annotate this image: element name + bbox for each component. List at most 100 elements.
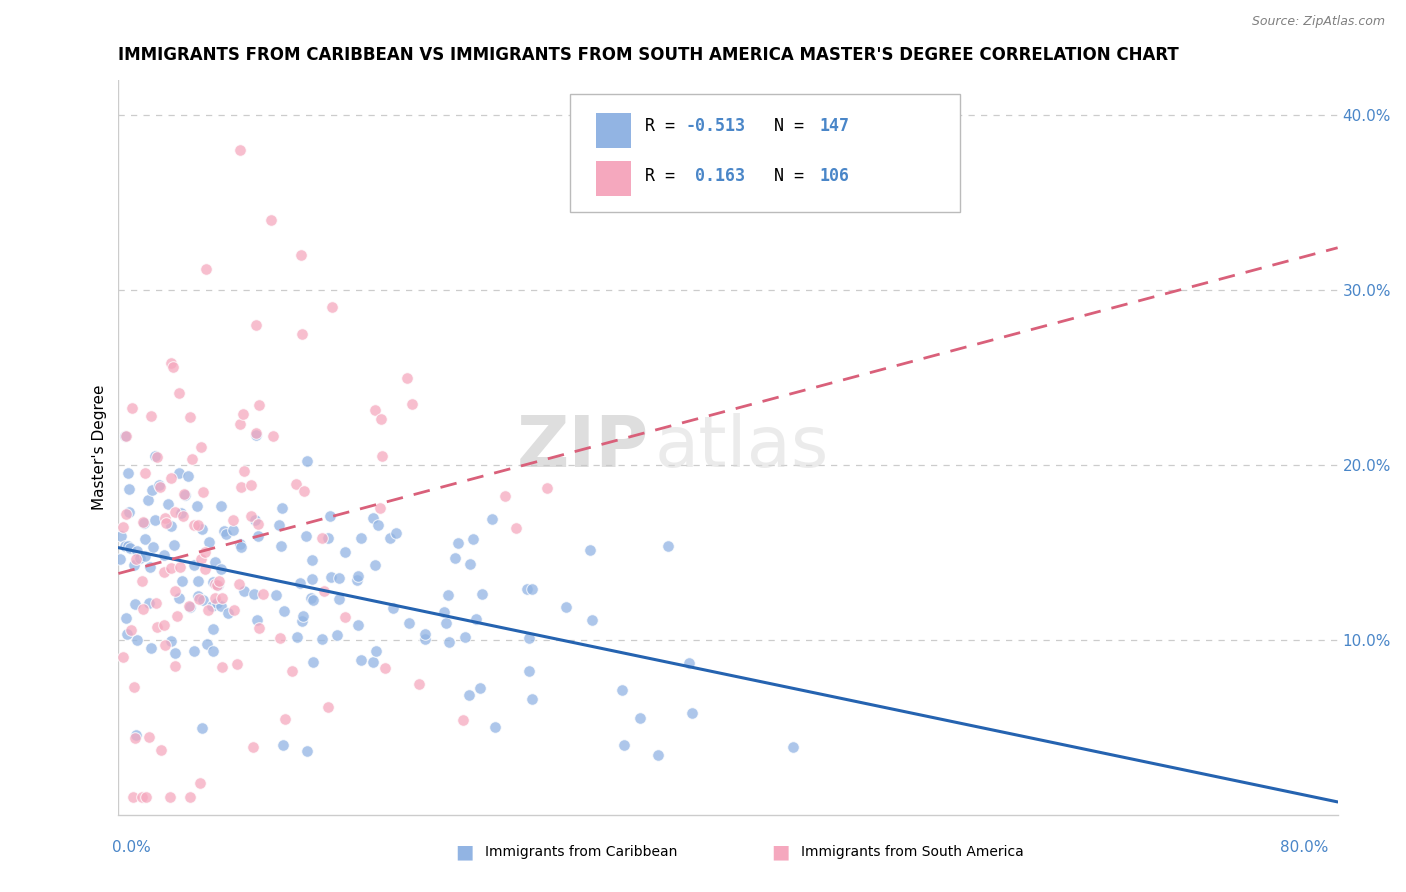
Point xyxy=(232,583,254,598)
Point xyxy=(136,493,159,508)
Point xyxy=(443,551,465,566)
Point xyxy=(155,516,177,530)
Point xyxy=(554,600,576,615)
Point xyxy=(295,454,318,468)
Point xyxy=(233,464,256,478)
Point xyxy=(361,510,384,524)
Point xyxy=(231,407,253,421)
Point xyxy=(347,618,370,632)
Text: Immigrants from Caribbean: Immigrants from Caribbean xyxy=(485,845,678,859)
Point xyxy=(122,558,145,573)
Point xyxy=(131,790,153,805)
Point xyxy=(229,143,252,157)
Point xyxy=(291,327,314,342)
Point xyxy=(160,633,183,648)
Point xyxy=(117,505,139,519)
Point xyxy=(295,744,318,758)
Point xyxy=(149,480,172,494)
Point xyxy=(208,574,231,588)
Point xyxy=(370,412,392,426)
Point xyxy=(138,596,160,610)
Point xyxy=(190,522,212,536)
Point xyxy=(240,477,263,491)
Point xyxy=(458,557,481,571)
Point xyxy=(346,573,368,587)
Point xyxy=(153,565,176,579)
Point xyxy=(162,359,184,374)
Point xyxy=(202,644,225,658)
Point xyxy=(209,500,232,514)
Point xyxy=(183,517,205,532)
Point xyxy=(328,571,350,585)
Point xyxy=(247,398,270,412)
Point xyxy=(299,591,322,605)
Point xyxy=(678,657,700,671)
Text: 80.0%: 80.0% xyxy=(1281,840,1329,855)
Point xyxy=(247,516,270,531)
Point xyxy=(211,659,233,673)
Point xyxy=(124,552,146,566)
Point xyxy=(167,466,190,480)
Point xyxy=(170,574,193,588)
Point xyxy=(657,539,679,553)
Point xyxy=(201,622,224,636)
Point xyxy=(115,429,138,443)
Point xyxy=(222,513,245,527)
Point xyxy=(350,653,373,667)
Point xyxy=(252,587,274,601)
Point xyxy=(159,790,181,805)
Point xyxy=(291,615,314,629)
Point xyxy=(222,523,245,537)
Point xyxy=(271,738,294,752)
Point xyxy=(246,529,269,543)
Point xyxy=(326,628,349,642)
Point xyxy=(143,449,166,463)
Point xyxy=(209,562,232,576)
Text: -0.513: -0.513 xyxy=(685,118,745,136)
Point xyxy=(110,529,132,543)
Text: 0.0%: 0.0% xyxy=(112,840,152,855)
Point xyxy=(112,520,135,534)
Point xyxy=(114,428,136,442)
Point xyxy=(193,484,215,499)
Point xyxy=(139,640,162,655)
Point xyxy=(484,720,506,734)
Point xyxy=(364,403,387,417)
Point xyxy=(222,603,245,617)
Point xyxy=(312,583,335,598)
Point xyxy=(124,598,146,612)
Point xyxy=(193,592,215,607)
Point xyxy=(260,212,283,227)
Point xyxy=(374,661,396,675)
Point xyxy=(145,619,167,633)
Point xyxy=(302,655,325,669)
Point xyxy=(128,551,150,566)
Point xyxy=(191,721,214,735)
Point xyxy=(217,606,239,620)
Text: ■: ■ xyxy=(454,842,474,862)
Text: ZIP: ZIP xyxy=(516,413,648,482)
Point xyxy=(159,561,181,575)
Text: ■: ■ xyxy=(770,842,790,862)
Point xyxy=(165,658,187,673)
Point xyxy=(139,409,162,424)
Point xyxy=(494,490,516,504)
Point xyxy=(135,790,157,805)
Point xyxy=(451,713,474,727)
Point xyxy=(190,551,212,566)
Point xyxy=(207,578,229,592)
Point xyxy=(204,555,226,569)
Point xyxy=(115,507,138,521)
Point xyxy=(350,531,373,545)
Point xyxy=(468,681,491,696)
Point xyxy=(134,549,156,563)
Point xyxy=(167,386,190,401)
Point xyxy=(194,545,217,559)
Point xyxy=(239,508,262,523)
FancyBboxPatch shape xyxy=(569,95,960,212)
Point xyxy=(288,576,311,591)
Point xyxy=(142,541,165,555)
Point xyxy=(481,511,503,525)
Point xyxy=(167,591,190,605)
Point xyxy=(464,612,486,626)
